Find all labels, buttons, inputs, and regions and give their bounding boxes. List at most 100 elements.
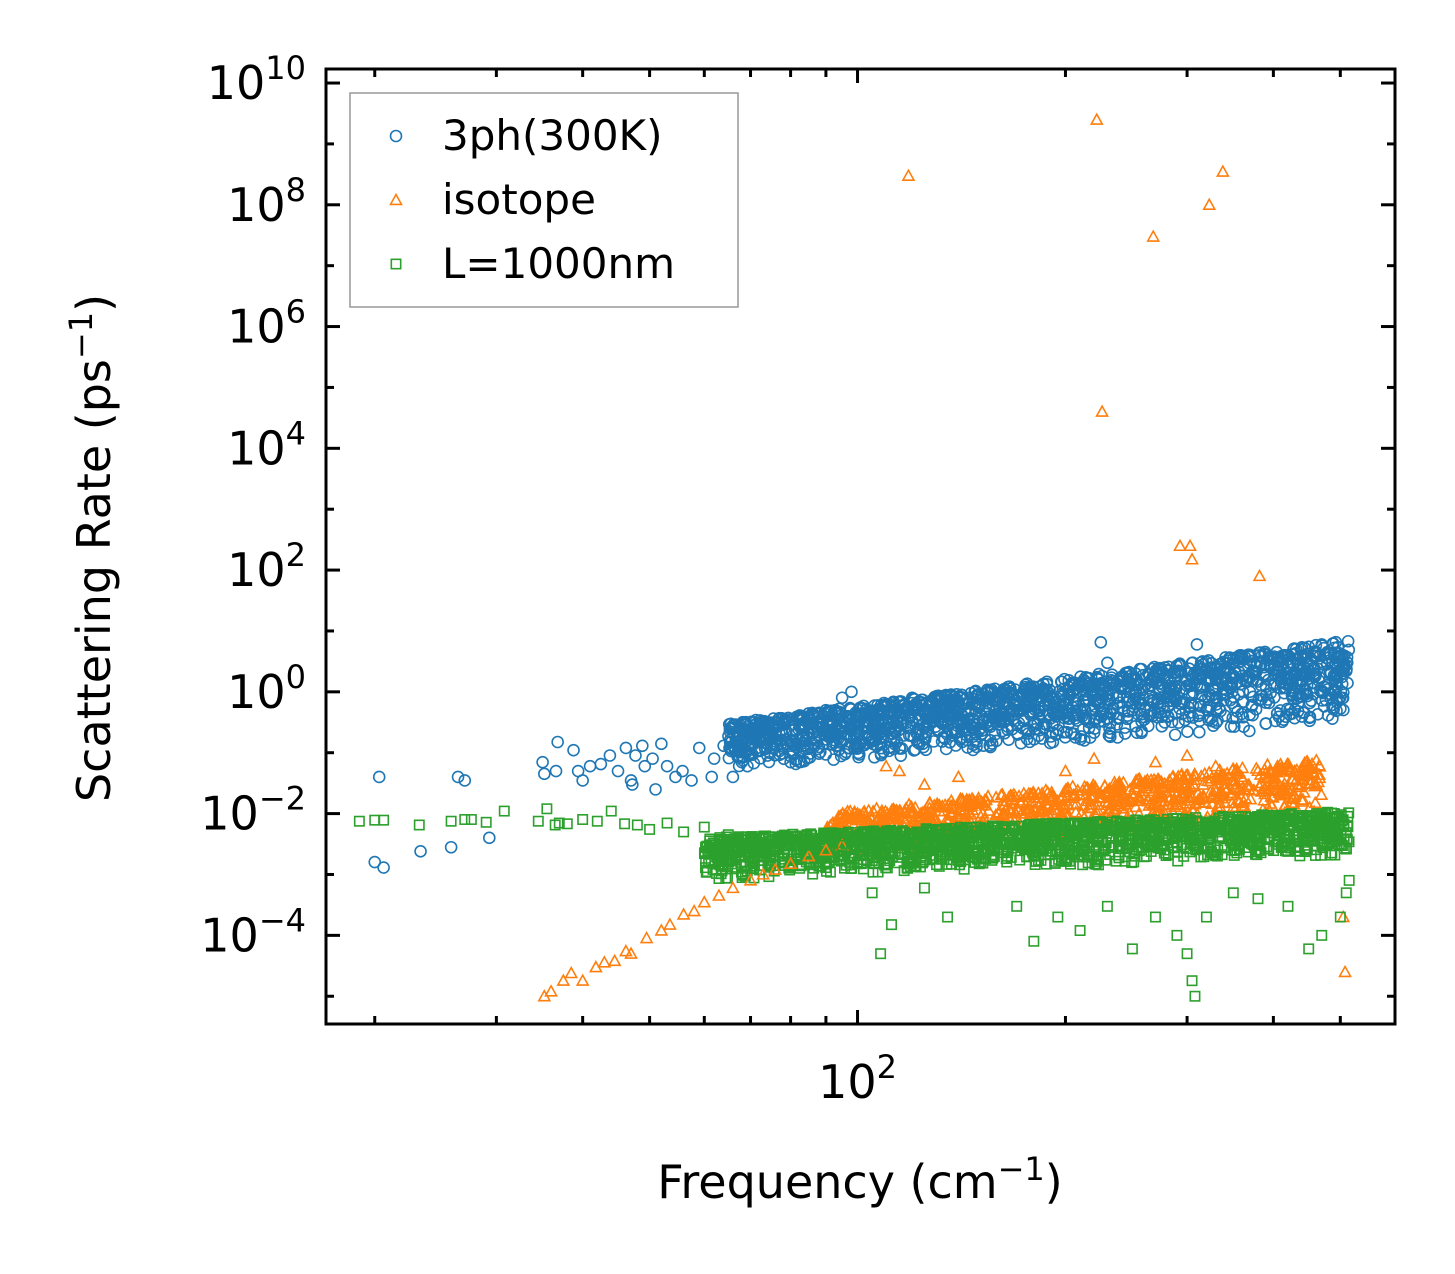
band-point-3ph <box>848 718 862 731</box>
point-3ph <box>764 741 778 755</box>
point-isotope <box>1146 229 1161 242</box>
band-point-isotope <box>916 805 931 818</box>
point-3ph <box>638 759 652 773</box>
band-point-3ph <box>905 696 919 710</box>
band-point-boundary <box>986 854 998 866</box>
band-point-boundary <box>1120 838 1132 850</box>
band-point-3ph <box>1319 681 1332 694</box>
band-point-boundary <box>1298 832 1310 844</box>
band-point-boundary <box>1049 834 1061 846</box>
band-point-isotope <box>895 817 910 830</box>
band-point-boundary <box>870 829 882 841</box>
y-axis-label-text: Scattering Rate (ps <box>67 359 121 802</box>
band-point-3ph <box>763 729 777 742</box>
band-point-boundary <box>984 843 996 855</box>
point-3ph <box>646 752 659 765</box>
y-tick-label-base: 10 <box>227 178 286 232</box>
point-boundary <box>644 823 656 835</box>
band-point-3ph <box>826 729 839 742</box>
point-3ph <box>368 855 382 869</box>
band-point-isotope <box>1257 793 1271 806</box>
y-tick-label-exp: 8 <box>286 171 306 209</box>
point-3ph <box>1327 648 1341 662</box>
band-point-3ph <box>1201 700 1214 714</box>
band-point-boundary <box>952 842 964 854</box>
band-point-3ph <box>1087 686 1101 699</box>
band-point-isotope <box>1252 779 1267 792</box>
band-point-3ph <box>734 719 747 732</box>
band-point-3ph <box>1202 713 1216 727</box>
band-point-boundary <box>1048 818 1060 830</box>
point-3ph <box>1019 699 1032 712</box>
point-boundary <box>678 826 690 838</box>
x-axis-label-text: Frequency (cm <box>657 1155 997 1209</box>
band-point-3ph <box>1219 651 1232 664</box>
band-point-isotope <box>1039 792 1053 806</box>
band-point-boundary <box>1275 811 1287 823</box>
band-point-3ph <box>1118 721 1132 734</box>
point-isotope <box>1338 964 1352 978</box>
band-point-3ph <box>1104 730 1117 744</box>
band-point-boundary <box>1072 826 1084 838</box>
point-boundary <box>631 819 643 831</box>
point-boundary <box>918 882 930 894</box>
band-point-boundary <box>1305 818 1317 830</box>
band-point-3ph <box>1095 669 1109 683</box>
band-point-boundary <box>1320 826 1332 837</box>
point-3ph <box>649 783 662 796</box>
point-3ph <box>619 741 633 755</box>
point-isotope <box>676 907 691 920</box>
band-point-3ph <box>1281 671 1295 685</box>
band-point-3ph <box>1103 722 1116 735</box>
point-3ph <box>1288 652 1302 666</box>
y-tick-label: 1010 <box>207 49 306 110</box>
band-point-isotope <box>1204 790 1218 803</box>
band-point-3ph <box>998 726 1011 740</box>
band-point-isotope <box>875 803 889 816</box>
band-point-3ph <box>1174 697 1188 711</box>
band-point-boundary <box>1254 812 1266 824</box>
band-point-3ph <box>741 727 754 741</box>
point-3ph <box>885 699 898 712</box>
point-3ph <box>603 749 617 762</box>
band-point-boundary <box>1032 835 1044 847</box>
band-point-boundary <box>959 842 971 854</box>
point-3ph <box>1137 680 1151 694</box>
point-3ph <box>905 691 919 705</box>
band-point-isotope <box>1061 782 1076 796</box>
band-point-boundary <box>818 829 830 841</box>
band-point-3ph <box>911 735 924 749</box>
band-point-isotope <box>1295 794 1310 807</box>
band-point-3ph <box>989 734 1003 748</box>
band-point-isotope <box>1013 795 1027 808</box>
band-point-3ph <box>852 746 865 760</box>
band-point-3ph <box>1336 691 1349 705</box>
legend-label-3ph: 3ph(300K) <box>442 111 662 160</box>
point-3ph <box>611 764 625 778</box>
band-point-3ph <box>859 714 872 727</box>
point-3ph <box>1243 685 1257 699</box>
legend-marker-isotope <box>389 192 403 206</box>
point-3ph <box>1190 638 1204 651</box>
band-point-3ph <box>827 753 840 766</box>
band-point-isotope <box>1231 795 1246 809</box>
band-point-isotope <box>1129 773 1143 786</box>
band-point-3ph <box>750 744 764 758</box>
y-axis-label-sup: −1 <box>62 312 100 359</box>
band-point-isotope <box>1226 773 1241 786</box>
band-point-isotope <box>1249 761 1264 774</box>
band-point-3ph <box>1017 711 1031 725</box>
point-isotope <box>1087 751 1101 764</box>
point-boundary <box>561 818 573 830</box>
point-3ph <box>377 861 390 874</box>
band-point-boundary <box>1111 824 1123 836</box>
band-point-3ph <box>1138 713 1151 726</box>
band-point-3ph <box>1209 716 1223 730</box>
point-3ph <box>705 770 719 784</box>
point-isotope <box>951 769 966 783</box>
point-boundary <box>1200 911 1212 923</box>
plot-frame <box>324 67 1397 1026</box>
band-point-isotope <box>1147 772 1161 785</box>
band-point-isotope <box>1166 777 1181 790</box>
